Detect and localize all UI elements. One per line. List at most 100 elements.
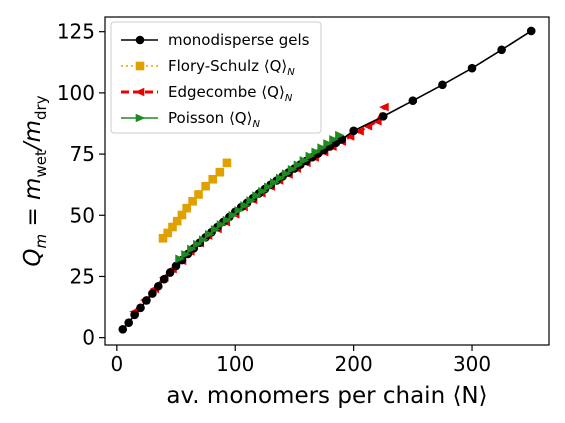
data-point bbox=[193, 239, 203, 249]
data-point bbox=[379, 102, 389, 112]
x-tick-label: 300 bbox=[453, 352, 491, 376]
y-title-eq: = m bbox=[20, 178, 46, 234]
data-point bbox=[153, 281, 163, 291]
data-point bbox=[165, 268, 175, 277]
data-point bbox=[222, 215, 233, 225]
data-point bbox=[362, 121, 373, 131]
data-point bbox=[204, 230, 215, 239]
data-point bbox=[258, 186, 268, 196]
y-title-m-sub: m bbox=[32, 234, 50, 249]
data-point bbox=[124, 318, 133, 328]
data-point bbox=[171, 261, 181, 271]
legend-label-main: Flory-Schulz ⟨Q⟩ bbox=[168, 57, 287, 75]
data-point bbox=[497, 45, 506, 55]
legend-box bbox=[110, 21, 322, 134]
series-3 bbox=[175, 130, 345, 264]
axis-ticks: 0 100 200 300 0 25 50 75 100 125 bbox=[57, 20, 491, 376]
plot-area bbox=[118, 26, 536, 334]
legend-marker bbox=[135, 35, 145, 45]
data-point bbox=[329, 135, 339, 144]
data-point bbox=[323, 139, 333, 148]
data-point bbox=[408, 96, 418, 106]
legend-label-main: Poisson ⟨Q⟩ bbox=[168, 109, 252, 127]
series-1 bbox=[158, 158, 232, 243]
data-point bbox=[275, 173, 286, 183]
legend-label: Edgecombe ⟨Q⟩N bbox=[168, 83, 293, 104]
data-point bbox=[177, 210, 187, 220]
data-point bbox=[188, 197, 197, 206]
x-tick-label: 0 bbox=[110, 352, 123, 376]
data-point bbox=[194, 190, 203, 199]
data-point bbox=[287, 164, 298, 174]
y-title-wet-sub: wet bbox=[32, 150, 50, 177]
data-point bbox=[354, 127, 364, 136]
y-tick-label: 50 bbox=[70, 203, 95, 227]
data-point bbox=[136, 303, 145, 313]
data-point bbox=[467, 63, 477, 73]
data-point bbox=[317, 143, 327, 153]
data-point bbox=[526, 26, 536, 36]
data-point bbox=[240, 201, 251, 210]
y-title-dry-sub: dry bbox=[32, 95, 50, 120]
legend-label-main: Edgecombe ⟨Q⟩ bbox=[168, 83, 285, 101]
legend-marker bbox=[135, 61, 145, 71]
y-axis-title: Qm = mwet/mdry bbox=[20, 95, 50, 266]
data-point bbox=[148, 289, 157, 298]
y-tick-label: 125 bbox=[57, 20, 95, 44]
y-title-q: Q bbox=[20, 248, 46, 266]
x-axis-title: av. monomers per chain ⟨N⟩ bbox=[166, 383, 487, 409]
data-point bbox=[216, 220, 227, 229]
data-point bbox=[438, 80, 447, 90]
x-tick-label: 100 bbox=[216, 352, 254, 376]
x-tick-label: 200 bbox=[335, 352, 373, 376]
data-point bbox=[281, 169, 292, 178]
y-tick-label: 0 bbox=[82, 326, 95, 350]
svg-text:Qm = mwet/mdry: Qm = mwet/mdry bbox=[20, 95, 50, 266]
data-point bbox=[158, 233, 168, 243]
y-tick-label: 100 bbox=[57, 81, 95, 105]
data-point bbox=[270, 178, 280, 187]
legend-marker bbox=[134, 87, 145, 97]
data-point bbox=[118, 325, 128, 334]
legend-marker bbox=[135, 113, 146, 123]
y-title-slash-m: /m bbox=[20, 120, 46, 152]
data-point bbox=[378, 112, 388, 121]
data-point bbox=[210, 225, 221, 234]
data-point bbox=[293, 160, 304, 170]
legend-label: Flory-Schulz ⟨Q⟩N bbox=[168, 57, 295, 78]
legend-label: Poisson ⟨Q⟩N bbox=[168, 109, 260, 130]
data-point bbox=[246, 196, 256, 205]
data-point bbox=[234, 206, 245, 215]
data-point bbox=[228, 210, 239, 220]
data-point bbox=[335, 130, 345, 140]
data-point bbox=[130, 310, 139, 320]
legend-label: monodisperse gels bbox=[168, 31, 310, 49]
data-point bbox=[198, 235, 209, 245]
data-point bbox=[349, 126, 358, 136]
data-point bbox=[175, 254, 185, 264]
plot-frame bbox=[104, 16, 550, 346]
data-point bbox=[311, 147, 322, 157]
y-tick-label: 75 bbox=[70, 142, 95, 166]
y-tick-label: 25 bbox=[70, 264, 95, 288]
data-point bbox=[264, 182, 274, 192]
data-point bbox=[252, 191, 262, 200]
data-point bbox=[163, 228, 173, 238]
legend-label-sub: N bbox=[285, 93, 293, 104]
series-2 bbox=[129, 102, 389, 317]
data-point bbox=[187, 244, 197, 254]
data-point bbox=[222, 158, 232, 168]
series-line bbox=[133, 106, 386, 313]
data-point bbox=[172, 216, 182, 226]
data-point bbox=[181, 250, 191, 259]
data-point bbox=[201, 181, 210, 191]
data-point bbox=[168, 222, 177, 232]
data-point bbox=[215, 167, 225, 177]
legend-label-sub: N bbox=[252, 119, 260, 130]
data-point bbox=[305, 151, 316, 161]
legend-label-sub: N bbox=[287, 67, 295, 78]
data-point bbox=[159, 274, 169, 284]
data-point bbox=[208, 174, 218, 184]
